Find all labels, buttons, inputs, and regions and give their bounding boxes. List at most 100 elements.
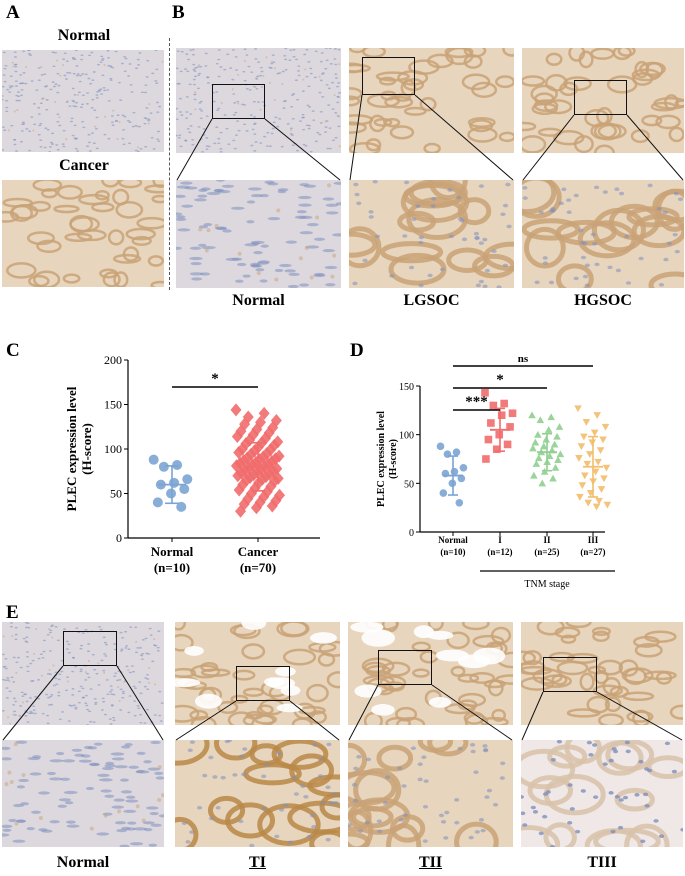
data-point (439, 489, 448, 497)
panel-b-normal-overview (176, 48, 341, 153)
data-point (595, 497, 603, 505)
category-label: Normal (151, 544, 194, 559)
panel-e-zoom-lines (2, 665, 683, 741)
panel-b-normal-zoom (176, 180, 341, 288)
panel-e-ti-overview (175, 622, 340, 725)
zoom-box (378, 650, 432, 685)
data-point (530, 471, 538, 479)
panel-letter-e: E (6, 602, 19, 623)
panel-e-tii-label: TII (418, 854, 443, 871)
data-point (247, 428, 259, 442)
data-point (536, 416, 545, 424)
data-point (271, 462, 283, 476)
data-point (503, 440, 512, 449)
data-point (534, 430, 542, 438)
panel-b-hgsoc-zoom (522, 180, 684, 288)
data-point (528, 411, 536, 419)
data-point (264, 443, 276, 457)
category-label: Normal (438, 535, 468, 545)
y-tick-label: 0 (409, 528, 414, 539)
data-point (601, 423, 610, 431)
data-point (263, 426, 275, 440)
data-point (172, 460, 183, 471)
y-tick-label: 0 (116, 531, 122, 545)
panel-e-tii-zoom (348, 740, 513, 847)
data-point (497, 411, 506, 419)
panel-letter-b: B (172, 2, 185, 23)
panel-letter-a: A (6, 2, 20, 23)
y-tick-label: 50 (404, 479, 414, 490)
data-point (549, 474, 557, 482)
panel-b-hgsoc-overview (522, 48, 684, 153)
zoom-box (362, 57, 415, 95)
data-point (547, 413, 555, 421)
data-point (578, 482, 587, 490)
category-label: I (498, 535, 502, 545)
panel-a-cancer-label: Cancer (59, 157, 109, 174)
panel-e-ti-label: TI (249, 854, 266, 871)
data-point (577, 443, 586, 451)
y-axis-label: (H-score) (388, 439, 399, 479)
data-point (492, 445, 501, 454)
data-point (256, 472, 268, 486)
panel-e-ti-zoom (175, 740, 340, 847)
data-point (233, 483, 245, 497)
data-point (556, 450, 565, 458)
panel-a-normal-image (2, 50, 164, 152)
data-point (261, 446, 273, 460)
data-point (581, 472, 589, 480)
data-point (532, 460, 541, 467)
category-label: Cancer (238, 544, 279, 559)
data-point (254, 453, 266, 467)
data-point (452, 448, 461, 456)
data-point (489, 401, 498, 410)
data-point (266, 499, 278, 513)
data-point (254, 495, 266, 509)
category-label: II (543, 535, 551, 545)
panel-b-lgsoc-label: LGSOC (403, 292, 460, 309)
data-point (538, 479, 547, 487)
data-point (176, 501, 187, 512)
data-point (576, 493, 584, 501)
data-point (158, 461, 169, 472)
y-tick-label: 100 (104, 442, 122, 456)
y-tick-label: 50 (110, 487, 122, 501)
dashed-divider (169, 38, 170, 290)
data-point (235, 504, 247, 518)
data-point (179, 484, 190, 495)
panel-e-tiii-zoom (521, 740, 683, 847)
y-axis-label: PLEC expression level (376, 411, 387, 507)
significance-label: ns (518, 353, 529, 365)
data-point (508, 409, 517, 418)
data-point (235, 424, 247, 438)
x-axis-label: TNM stage (524, 579, 570, 590)
data-point (244, 433, 256, 447)
category-label: III (588, 535, 599, 545)
data-point (544, 426, 553, 433)
data-point (584, 499, 593, 507)
category-label: (n=12) (487, 547, 512, 557)
panel-e-normal-zoom (2, 740, 164, 847)
panel-e-tiii-label: TIII (587, 854, 617, 871)
y-axis-label: (H-score) (79, 423, 94, 475)
panel-d-chart: 0 50 100 150 PLEC expression level (H-score) N… (376, 353, 615, 590)
data-point (250, 501, 262, 515)
significance-label: * (496, 372, 504, 388)
data-point (257, 450, 269, 464)
data-point (585, 451, 594, 458)
data-point (259, 431, 271, 445)
data-point (580, 433, 588, 441)
y-tick-label: 100 (399, 431, 414, 442)
data-point (457, 474, 466, 483)
data-point (575, 454, 583, 462)
significance-label: * (211, 371, 219, 387)
data-point (597, 486, 606, 493)
category-label: (n=10) (154, 560, 190, 575)
panel-b-hgsoc-label: HGSOC (574, 292, 632, 309)
data-point (582, 418, 591, 426)
category-label: (n=70) (240, 560, 276, 575)
data-point (232, 469, 244, 483)
zoom-box (543, 657, 597, 692)
data-point (266, 454, 278, 468)
panel-b-lgsoc-zoom (349, 180, 514, 288)
